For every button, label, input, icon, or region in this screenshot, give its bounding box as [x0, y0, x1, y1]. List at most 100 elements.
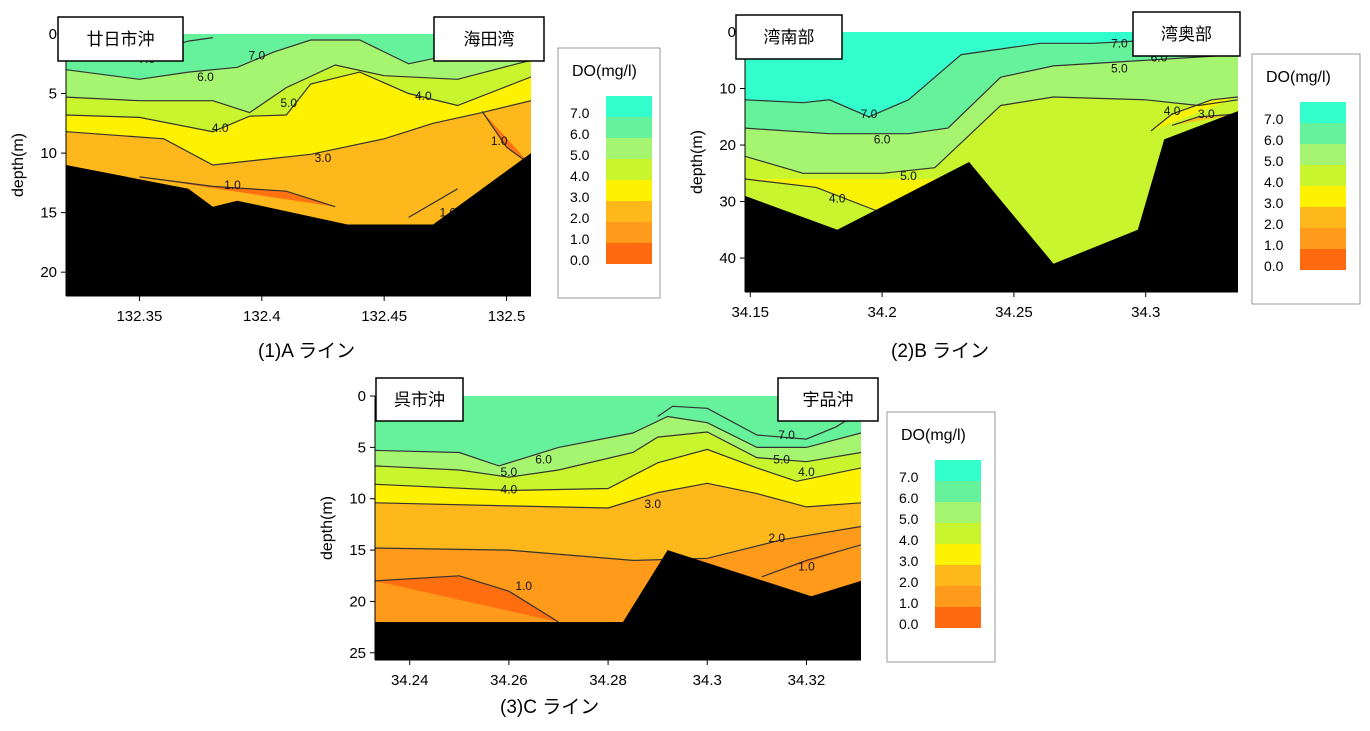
station-box	[433, 16, 545, 62]
legend-level: 6.0	[1264, 132, 1284, 148]
legend-level: 5.0	[899, 511, 919, 527]
station-label: 海田湾	[464, 30, 515, 49]
legend-swatch	[606, 138, 652, 159]
chart-c-svg: 6.0 5.0 4.0 3.0 7.0 5.0 4.0 2.0 1.0 1.0 0 5 10 15 20 25…	[319, 377, 996, 718]
contour-line-4.0	[66, 71, 531, 133]
legend-swatch	[606, 243, 652, 264]
y-tick-label: 20	[40, 264, 57, 281]
y-tick-label: 25	[349, 645, 366, 662]
do-patch-1.0	[375, 575, 559, 622]
station-label: 廿日市沖	[87, 30, 155, 49]
contour-line-1.0	[139, 176, 336, 208]
contour-field: 6.0 5.0 4.0 3.0 7.0 5.0 4.0 2.0 1.0 1.0	[375, 396, 861, 660]
contour-line-1.0	[375, 575, 559, 623]
y-tick-label: 40	[719, 250, 736, 267]
contour-label: 7.0	[778, 428, 795, 442]
legend: DO(mg/l) 7.0 6.0 5.0 4.0 3.0 2.0 1.0 0.0	[1251, 53, 1361, 305]
x-tick-label: 34.3	[693, 672, 722, 689]
legend-swatch	[1300, 186, 1346, 207]
legend-level: 3.0	[570, 189, 590, 205]
contour-label: 6.0	[197, 70, 214, 84]
station-box	[57, 16, 184, 62]
legend-swatch	[935, 607, 981, 628]
legend-level: 6.0	[899, 490, 919, 506]
legend-level: 5.0	[1264, 153, 1284, 169]
contour-label: 7.0	[1111, 36, 1128, 50]
contour-line-3.0	[375, 482, 861, 509]
legend-swatch	[935, 460, 981, 481]
legend-level: 2.0	[899, 574, 919, 590]
x-tick-label: 132.4	[243, 308, 281, 325]
legend-level: 1.0	[1264, 237, 1284, 253]
contour-label: 4.0	[829, 192, 846, 206]
contour-line-5.0	[66, 59, 531, 114]
contour-line-4.0	[1150, 96, 1238, 132]
station-label: 宇品沖	[803, 391, 854, 410]
x-tick-label: 34.15	[731, 304, 769, 321]
legend-level: 0.0	[570, 252, 590, 268]
chart-panel-a: 7.0 6.0 7.0 5.0 4.0 4.0 3.0 1.0 1.0 1.0 0 5 10 15 20 13…	[0, 0, 680, 370]
x-tick-label: 34.28	[589, 672, 627, 689]
chart-panel-c: 6.0 5.0 4.0 3.0 7.0 5.0 4.0 2.0 1.0 1.0 0 5 10 15 20 25…	[300, 365, 1020, 726]
y-axis-label: depth(m)	[10, 133, 27, 197]
x-tick-label: 34.24	[391, 672, 429, 689]
legend-swatch	[1300, 228, 1346, 249]
contour-label: 1.0	[515, 579, 532, 593]
legend-title: DO(mg/l)	[572, 63, 637, 80]
legend-swatch	[606, 201, 652, 222]
legend-swatch	[1300, 144, 1346, 165]
contour-label: 4.0	[415, 89, 432, 103]
legend-swatch	[1300, 102, 1346, 123]
legend-level: 6.0	[570, 126, 590, 142]
legend-level: 5.0	[570, 147, 590, 163]
legend-level: 3.0	[1264, 195, 1284, 211]
station-label: 呉市沖	[394, 391, 445, 410]
legend-swatch	[935, 544, 981, 565]
contour-label: 1.0	[491, 134, 508, 148]
plot-area: 6.0 5.0 4.0 3.0 7.0 5.0 4.0 2.0 1.0 1.0 0 5 10 15 20 25…	[319, 377, 879, 689]
contour-line-3.0	[1171, 113, 1238, 126]
station-label: 湾南部	[764, 28, 815, 47]
station-box	[375, 377, 464, 422]
contour-label: 5.0	[900, 169, 917, 183]
y-tick-label: 30	[719, 194, 736, 211]
seabed	[375, 550, 861, 660]
contour-line-1.0	[481, 111, 531, 166]
legend-level: 1.0	[570, 231, 590, 247]
legend-swatch	[935, 523, 981, 544]
station-label: 湾奥部	[1161, 25, 1212, 44]
contour-line-5.0	[375, 431, 861, 478]
contour-label: 3.0	[1198, 107, 1215, 121]
y-tick-label: 0	[728, 24, 736, 41]
contour-label: 5.0	[280, 96, 297, 110]
legend-swatch	[606, 159, 652, 180]
y-axis-label: depth(m)	[319, 496, 336, 560]
legend-level: 4.0	[1264, 174, 1284, 190]
legend-level: 1.0	[899, 595, 919, 611]
contour-line-1.0	[761, 544, 861, 578]
chart-b-svg: 7.0 6.0 5.0 4.0 7.0 6.0 5.0 4.0 3.0 0 10 20 30 40 34.1…	[689, 11, 1361, 362]
plot-area: 7.06.05.04.07.06.05.04.0 3.001020304034.1…	[689, 11, 1241, 321]
legend-swatch	[606, 222, 652, 243]
x-tick-label: 34.2	[867, 304, 896, 321]
legend-level: 4.0	[899, 532, 919, 548]
x-tick-label: 34.26	[490, 672, 528, 689]
legend-level: 0.0	[1264, 258, 1284, 274]
contour-label: 3.0	[315, 151, 332, 165]
contour-line-5.0	[745, 96, 1238, 174]
contour-label: 1.0	[798, 560, 815, 574]
x-tick-label: 132.5	[488, 308, 526, 325]
contour-label: 5.0	[1111, 62, 1128, 76]
contour-line-7.0	[657, 405, 861, 440]
legend-swatch	[935, 586, 981, 607]
legend-swatch	[606, 117, 652, 138]
y-tick-label: 0	[358, 388, 366, 405]
contour-line-6.0	[375, 415, 861, 467]
panel-caption: (3)C ライン	[500, 697, 599, 718]
legend-swatch	[606, 96, 652, 117]
legend-level: 0.0	[899, 616, 919, 632]
y-tick-label: 5	[358, 439, 366, 456]
contour-label: 4.0	[1164, 104, 1181, 118]
contour-label: 4.0	[798, 465, 815, 479]
contour-label: 5.0	[773, 453, 790, 467]
